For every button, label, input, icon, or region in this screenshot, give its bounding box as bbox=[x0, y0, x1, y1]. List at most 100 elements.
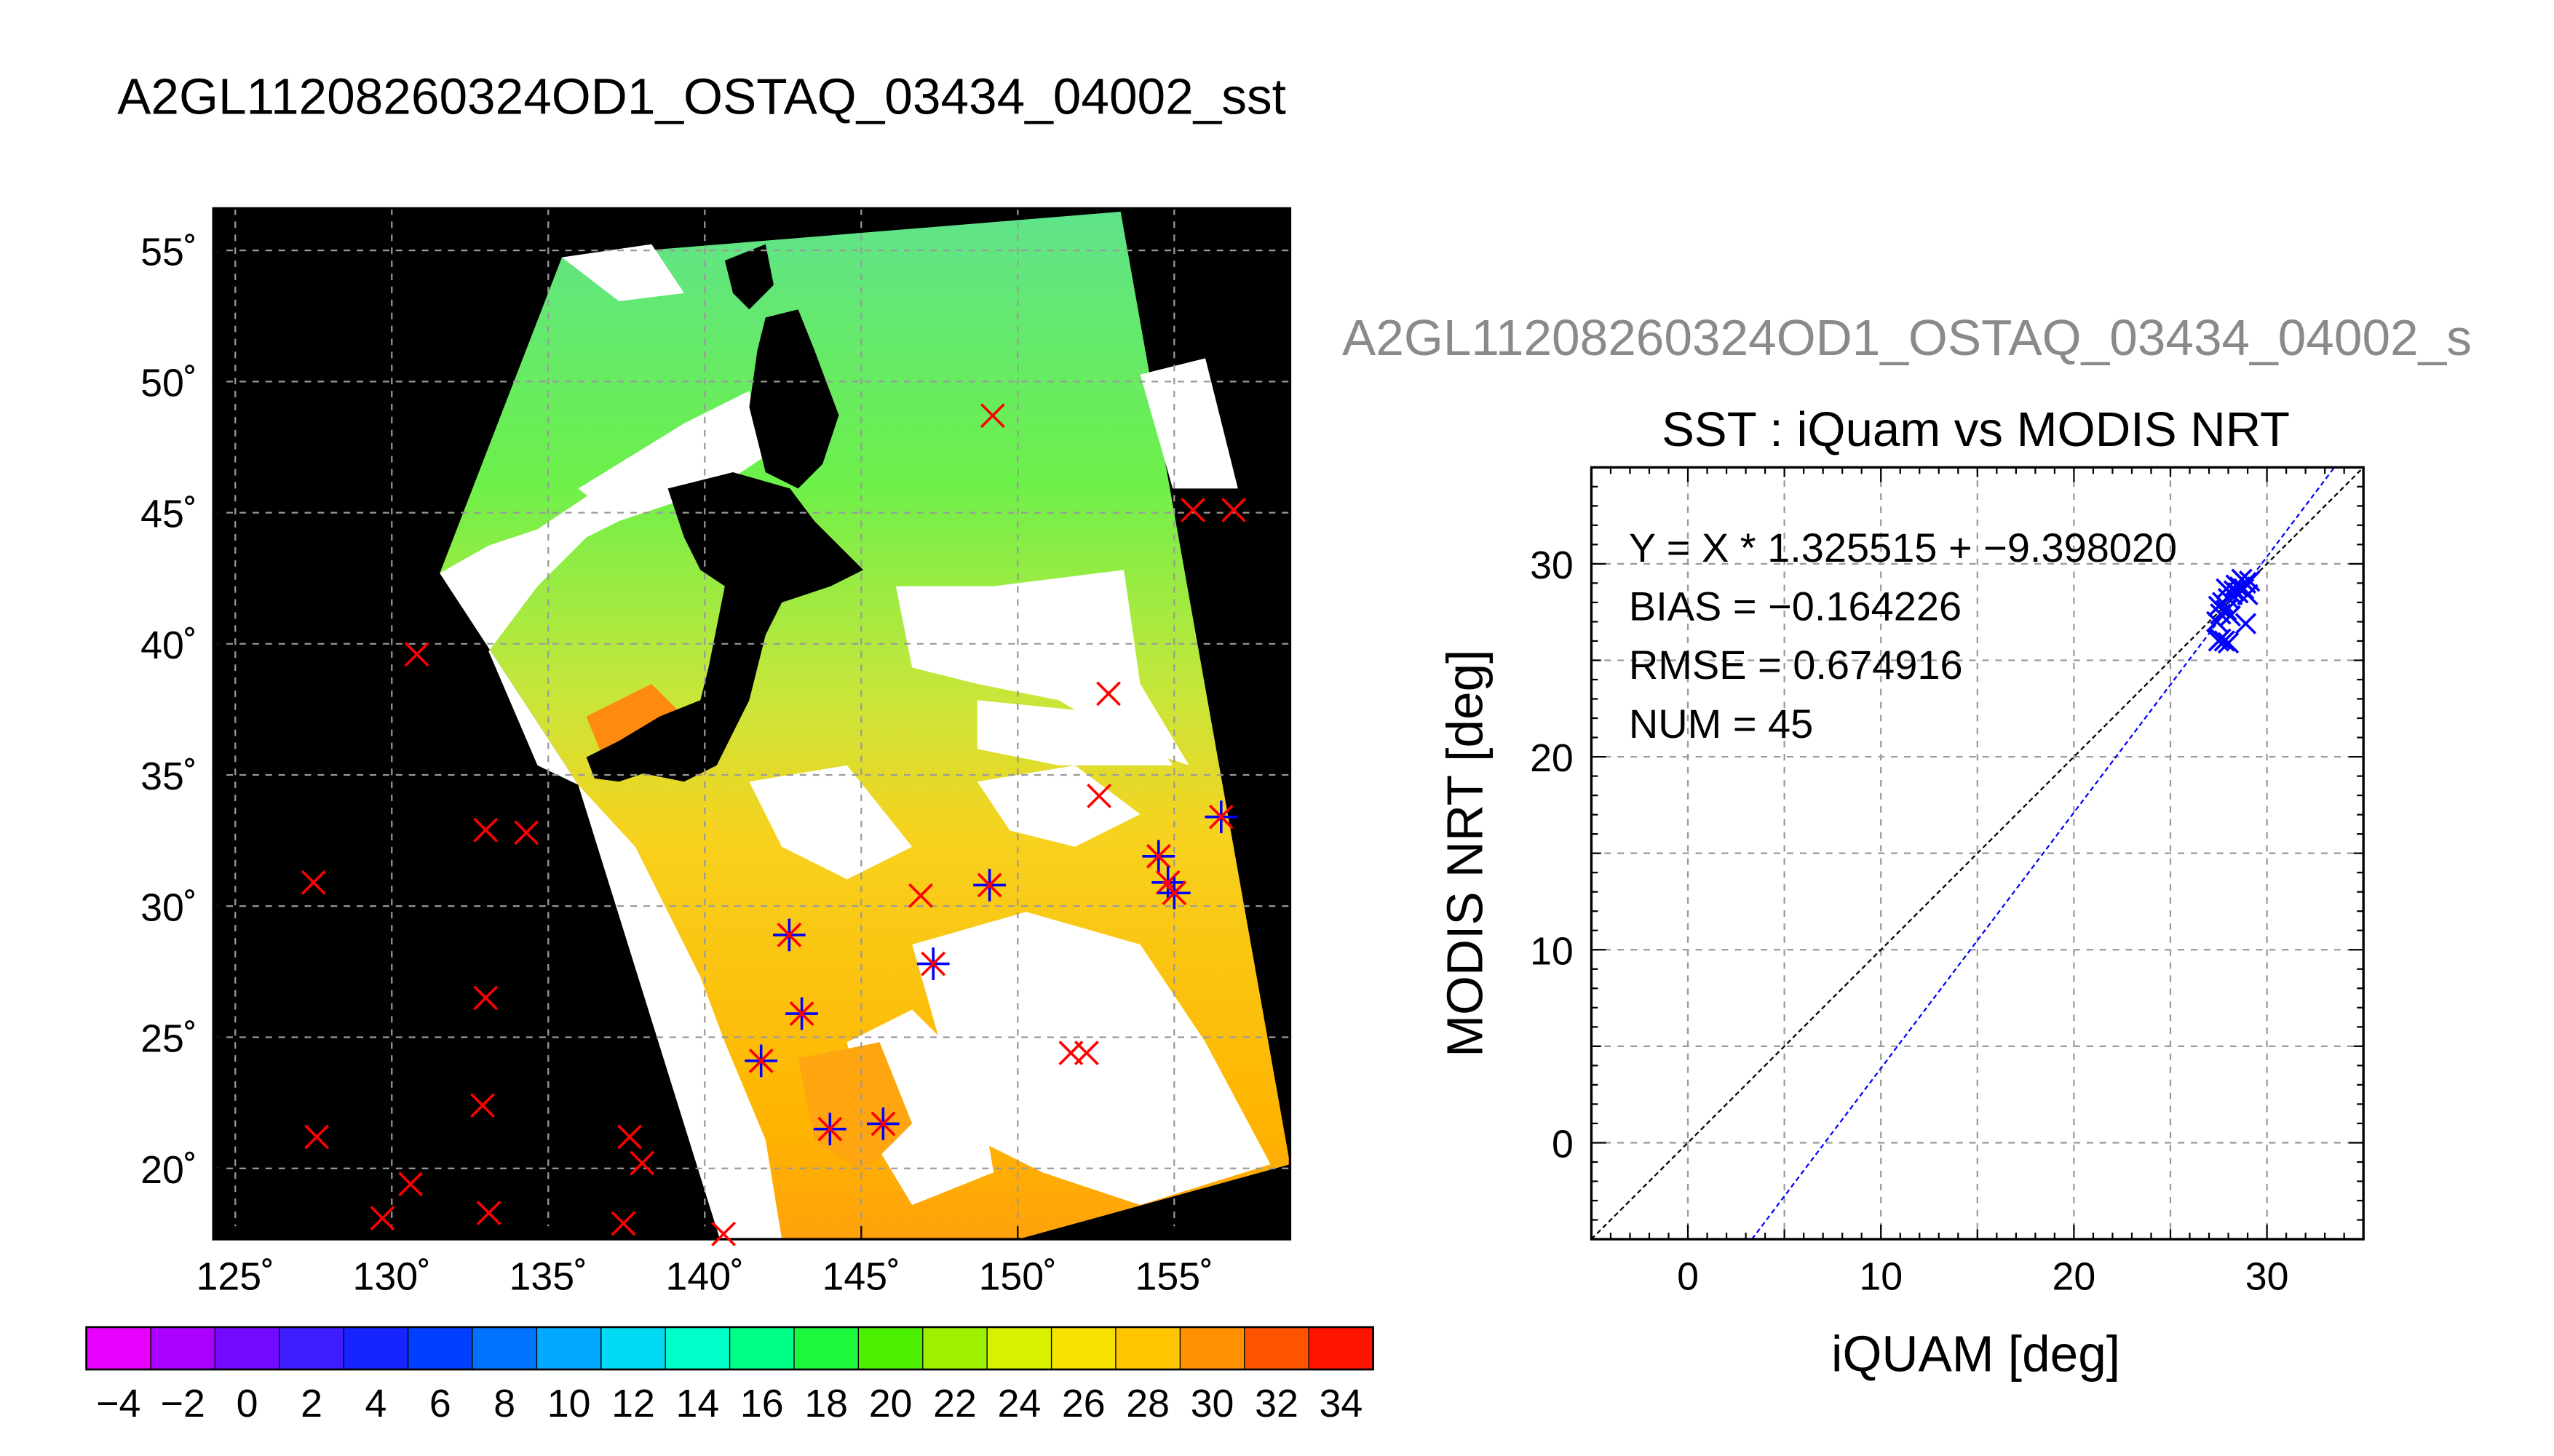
colorbar-tick-label: 28 bbox=[1126, 1382, 1170, 1425]
stats-annotation-line: BIAS = −0.164226 bbox=[1629, 584, 1962, 629]
insitu-marker bbox=[370, 1206, 395, 1231]
colorbar-swatch bbox=[858, 1326, 924, 1370]
insitu-marker-b bbox=[301, 870, 326, 895]
scatter-point-b bbox=[2239, 570, 2261, 592]
colorbar-tick-label: 16 bbox=[740, 1382, 784, 1425]
insitu-marker-b bbox=[1208, 804, 1234, 830]
map-ytick-label: 30˚ bbox=[140, 886, 197, 929]
insitu-marker bbox=[748, 1049, 774, 1073]
colorbar-tick-label: 20 bbox=[869, 1382, 913, 1425]
colorbar-swatch bbox=[151, 1326, 216, 1370]
insitu-marker bbox=[777, 922, 802, 947]
insitu-marker-b bbox=[617, 1124, 643, 1150]
scatter-point-b bbox=[2216, 578, 2237, 600]
map-frame bbox=[212, 207, 1292, 1241]
insitu-marker bbox=[473, 985, 499, 1011]
scatter-title: SST : iQuam vs MODIS NRT bbox=[1662, 402, 2290, 457]
insitu-marker-b bbox=[611, 1211, 636, 1236]
colorbar-swatch bbox=[344, 1326, 409, 1370]
scatter-point-b bbox=[2210, 628, 2232, 650]
colorbar-swatch bbox=[86, 1326, 152, 1370]
map-xtick-label: 125˚ bbox=[197, 1254, 274, 1298]
scatter-ytick-label: 10 bbox=[1530, 929, 1574, 973]
scatter-xtick-label: 30 bbox=[2245, 1254, 2289, 1298]
scatter-point bbox=[2234, 613, 2257, 634]
insitu-marker bbox=[470, 1093, 495, 1118]
colorbar-swatch bbox=[987, 1326, 1052, 1370]
insitu-marker bbox=[1208, 804, 1234, 830]
insitu-marker-b bbox=[470, 1093, 495, 1118]
scatter-points bbox=[2205, 568, 2261, 654]
insitu-marker bbox=[1146, 843, 1171, 869]
scatter-grid bbox=[1591, 467, 2364, 1240]
map-xtick-label: 135˚ bbox=[509, 1254, 587, 1298]
insitu-marker bbox=[617, 1124, 643, 1150]
map-ytick-label: 45˚ bbox=[140, 493, 197, 536]
insitu-marker bbox=[1074, 1041, 1099, 1066]
colorbar-swatch bbox=[472, 1326, 538, 1370]
insitu-marker-b bbox=[1162, 880, 1187, 906]
map-ytick-label: 35˚ bbox=[140, 755, 197, 798]
insitu-marker bbox=[1181, 498, 1206, 522]
colorbar-tick-label: 30 bbox=[1191, 1382, 1234, 1425]
map-ytick-label: 50˚ bbox=[140, 361, 197, 405]
colorbar-tick-label: 32 bbox=[1255, 1382, 1298, 1425]
insitu-marker-b bbox=[304, 1124, 330, 1150]
x-axis-label: iQUAM [deg] bbox=[1831, 1325, 2120, 1382]
colorbar-swatch bbox=[1115, 1326, 1181, 1370]
page-title: A2GL11208260324OD1_OSTAQ_03434_04002_sst bbox=[117, 68, 1286, 126]
insitu-marker bbox=[404, 642, 429, 667]
scatter-point-b bbox=[2234, 613, 2257, 634]
stats-annotation-line: Y = X * 1.325515 + −9.398020 bbox=[1629, 525, 2177, 570]
scatter-point-b bbox=[2213, 630, 2235, 652]
scatter-point bbox=[2213, 630, 2235, 652]
scatter-xtick-label: 20 bbox=[2053, 1254, 2096, 1298]
map-xtick-label: 145˚ bbox=[822, 1254, 900, 1298]
stats-annotation-line: RMSE = 0.674916 bbox=[1629, 642, 1963, 688]
colorbar-tick-label: 18 bbox=[804, 1382, 848, 1425]
insitu-marker bbox=[476, 1201, 501, 1225]
insitu-marker-b bbox=[1181, 498, 1206, 522]
colorbar-swatch bbox=[922, 1326, 988, 1370]
regression-line bbox=[1751, 467, 2336, 1240]
insitu-marker bbox=[630, 1150, 655, 1176]
insitu-marker bbox=[977, 872, 1002, 898]
colorbar-swatch bbox=[1051, 1326, 1117, 1370]
scatter-ytick-label: 0 bbox=[1552, 1123, 1574, 1166]
insitu-marker-b bbox=[370, 1206, 395, 1231]
landmass bbox=[586, 244, 864, 782]
insitu-marker-b bbox=[1074, 1041, 1099, 1066]
insitu-marker bbox=[921, 951, 946, 976]
insitu-marker bbox=[817, 1116, 843, 1142]
scatter-plot: SST : iQuam vs MODIS NRT 0 10 20 300102030 … bbox=[1436, 402, 2365, 1382]
insitu-marker-b bbox=[630, 1150, 655, 1176]
insitu-marker bbox=[301, 870, 326, 895]
insitu-marker-b bbox=[777, 922, 802, 947]
colorbar-tick-label: 2 bbox=[301, 1382, 322, 1425]
insitu-marker-b bbox=[817, 1116, 843, 1142]
scatter-ticks: 0 10 20 30 0 10 20 30 bbox=[1530, 466, 2365, 1298]
insitu-marker bbox=[789, 1001, 814, 1026]
y-axis-label: MODIS NRT [deg] bbox=[1436, 650, 1493, 1057]
insitu-marker-b bbox=[473, 817, 499, 843]
one-to-one-line bbox=[1591, 467, 2364, 1240]
insitu-marker bbox=[304, 1124, 330, 1150]
insitu-marker bbox=[514, 820, 539, 846]
insitu-marker-b bbox=[1096, 681, 1121, 707]
colorbar-swatch bbox=[215, 1326, 280, 1370]
colorbar-tick-label: 4 bbox=[365, 1382, 386, 1425]
colorbar-tick-label: 14 bbox=[676, 1382, 720, 1425]
map-xtick-label: 130˚ bbox=[353, 1254, 431, 1298]
insitu-marker bbox=[1221, 498, 1246, 522]
insitu-marker bbox=[398, 1171, 424, 1197]
insitu-marker bbox=[908, 883, 933, 908]
colorbar-swatch bbox=[279, 1326, 345, 1370]
colorbar-tick-label: −2 bbox=[161, 1382, 205, 1425]
map-grid bbox=[213, 208, 1290, 1240]
map-ytick-label: 20˚ bbox=[140, 1148, 197, 1192]
insitu-marker-b bbox=[748, 1049, 774, 1073]
colorbar-swatch bbox=[536, 1326, 602, 1370]
insitu-marker-b bbox=[870, 1111, 896, 1137]
insitu-marker-b bbox=[1155, 870, 1181, 895]
